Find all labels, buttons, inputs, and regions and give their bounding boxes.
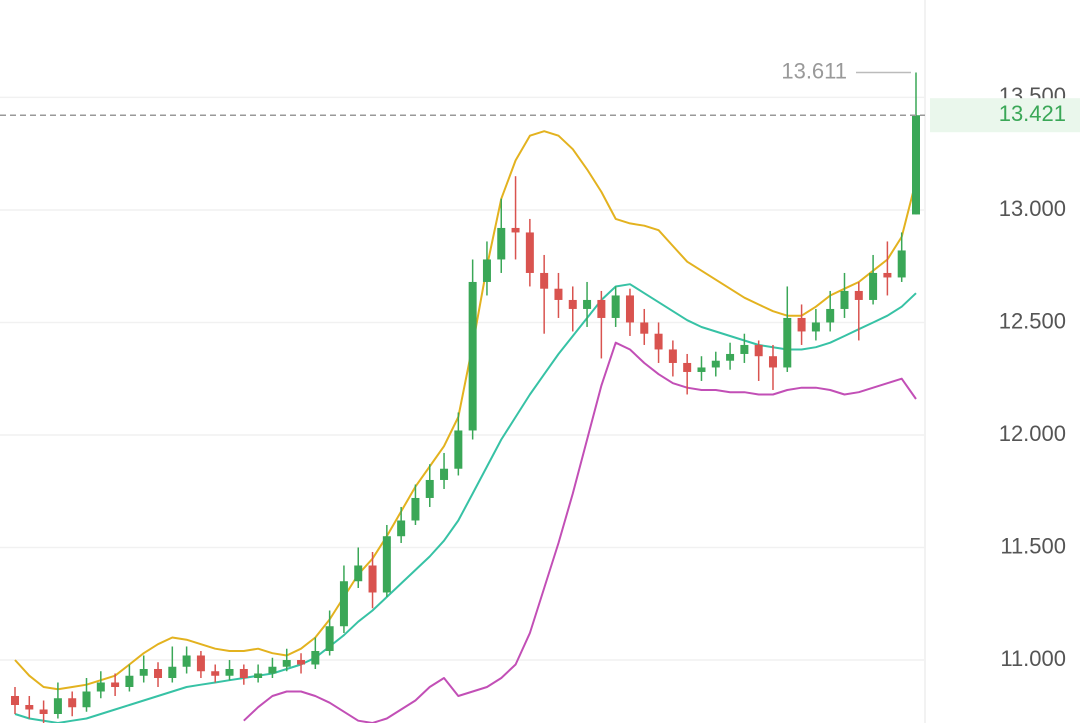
candle-body bbox=[883, 272, 892, 278]
candle-body bbox=[754, 344, 763, 357]
high-marker-label: 13.611 bbox=[781, 58, 847, 83]
candle-body bbox=[826, 308, 835, 323]
y-tick-label: 12.000 bbox=[999, 421, 1066, 446]
indicator-line bbox=[243, 341, 917, 723]
candle-body bbox=[53, 698, 62, 714]
candle-body bbox=[225, 668, 234, 676]
candle-body bbox=[325, 626, 334, 651]
candle-body bbox=[554, 288, 563, 300]
candle-body bbox=[311, 650, 320, 665]
candle-body bbox=[154, 668, 163, 678]
last-price-label: 13.421 bbox=[999, 101, 1066, 126]
candle-body bbox=[96, 682, 105, 692]
candle-body bbox=[597, 299, 606, 318]
candle-body bbox=[297, 659, 306, 665]
indicator-lines bbox=[14, 130, 917, 723]
candle-body bbox=[239, 668, 248, 678]
candle-body bbox=[254, 673, 263, 678]
candle-body bbox=[912, 115, 920, 215]
candle-body bbox=[211, 671, 220, 676]
candle-body bbox=[840, 290, 849, 309]
indicator-line bbox=[14, 130, 917, 691]
candle-body bbox=[869, 272, 878, 300]
candle-body bbox=[11, 695, 19, 705]
candle-body bbox=[82, 691, 91, 708]
y-tick-label: 11.000 bbox=[1000, 646, 1066, 671]
candle-body bbox=[39, 709, 48, 714]
candle-body bbox=[182, 655, 191, 667]
candle-body bbox=[454, 430, 463, 469]
candle-body bbox=[897, 250, 906, 278]
candle-body bbox=[711, 360, 720, 368]
candle-body bbox=[482, 259, 491, 282]
candle-body bbox=[740, 344, 749, 354]
candle-body bbox=[282, 659, 291, 667]
candle-body bbox=[382, 536, 391, 593]
candle-body bbox=[440, 468, 449, 480]
candle-body bbox=[268, 666, 277, 674]
candle-body bbox=[854, 290, 863, 300]
grid bbox=[0, 96, 925, 661]
candle-body bbox=[425, 479, 434, 498]
candle-body bbox=[683, 362, 692, 372]
candle-body bbox=[640, 322, 649, 334]
candle-body bbox=[768, 356, 777, 368]
candle-body bbox=[354, 565, 363, 582]
price-markers: 13.421 13.611 bbox=[0, 58, 1080, 133]
candle-body bbox=[511, 227, 520, 233]
candle-body bbox=[125, 675, 134, 687]
candle-body bbox=[397, 520, 406, 537]
candle-body bbox=[196, 655, 205, 672]
last-price-box bbox=[930, 98, 1080, 133]
y-tick-label: 12.500 bbox=[999, 308, 1066, 333]
candle-body bbox=[697, 367, 706, 372]
indicator-line bbox=[14, 283, 917, 723]
candle-body bbox=[668, 349, 677, 363]
candle-body bbox=[497, 227, 506, 260]
candle-body bbox=[111, 682, 120, 687]
candle-body bbox=[139, 668, 148, 676]
candle-body bbox=[468, 281, 477, 431]
candle-body bbox=[368, 565, 377, 593]
candle-body bbox=[168, 666, 177, 678]
candles bbox=[11, 72, 920, 723]
candle-body bbox=[25, 704, 34, 710]
candle-body bbox=[583, 299, 592, 309]
candle-body bbox=[411, 497, 420, 521]
candle-body bbox=[568, 299, 577, 309]
candle-body bbox=[797, 317, 806, 332]
candle-body bbox=[68, 698, 77, 708]
candle-body bbox=[525, 232, 534, 273]
candle-body bbox=[339, 581, 348, 627]
candle-body bbox=[540, 272, 549, 289]
candle-body bbox=[654, 333, 663, 350]
candle-body bbox=[783, 317, 792, 368]
candle-body bbox=[811, 322, 820, 332]
candle-body bbox=[611, 295, 620, 318]
candle-body bbox=[625, 295, 634, 323]
candle-body bbox=[726, 353, 735, 361]
y-tick-label: 11.500 bbox=[1000, 533, 1066, 558]
y-tick-label: 13.000 bbox=[999, 196, 1066, 221]
